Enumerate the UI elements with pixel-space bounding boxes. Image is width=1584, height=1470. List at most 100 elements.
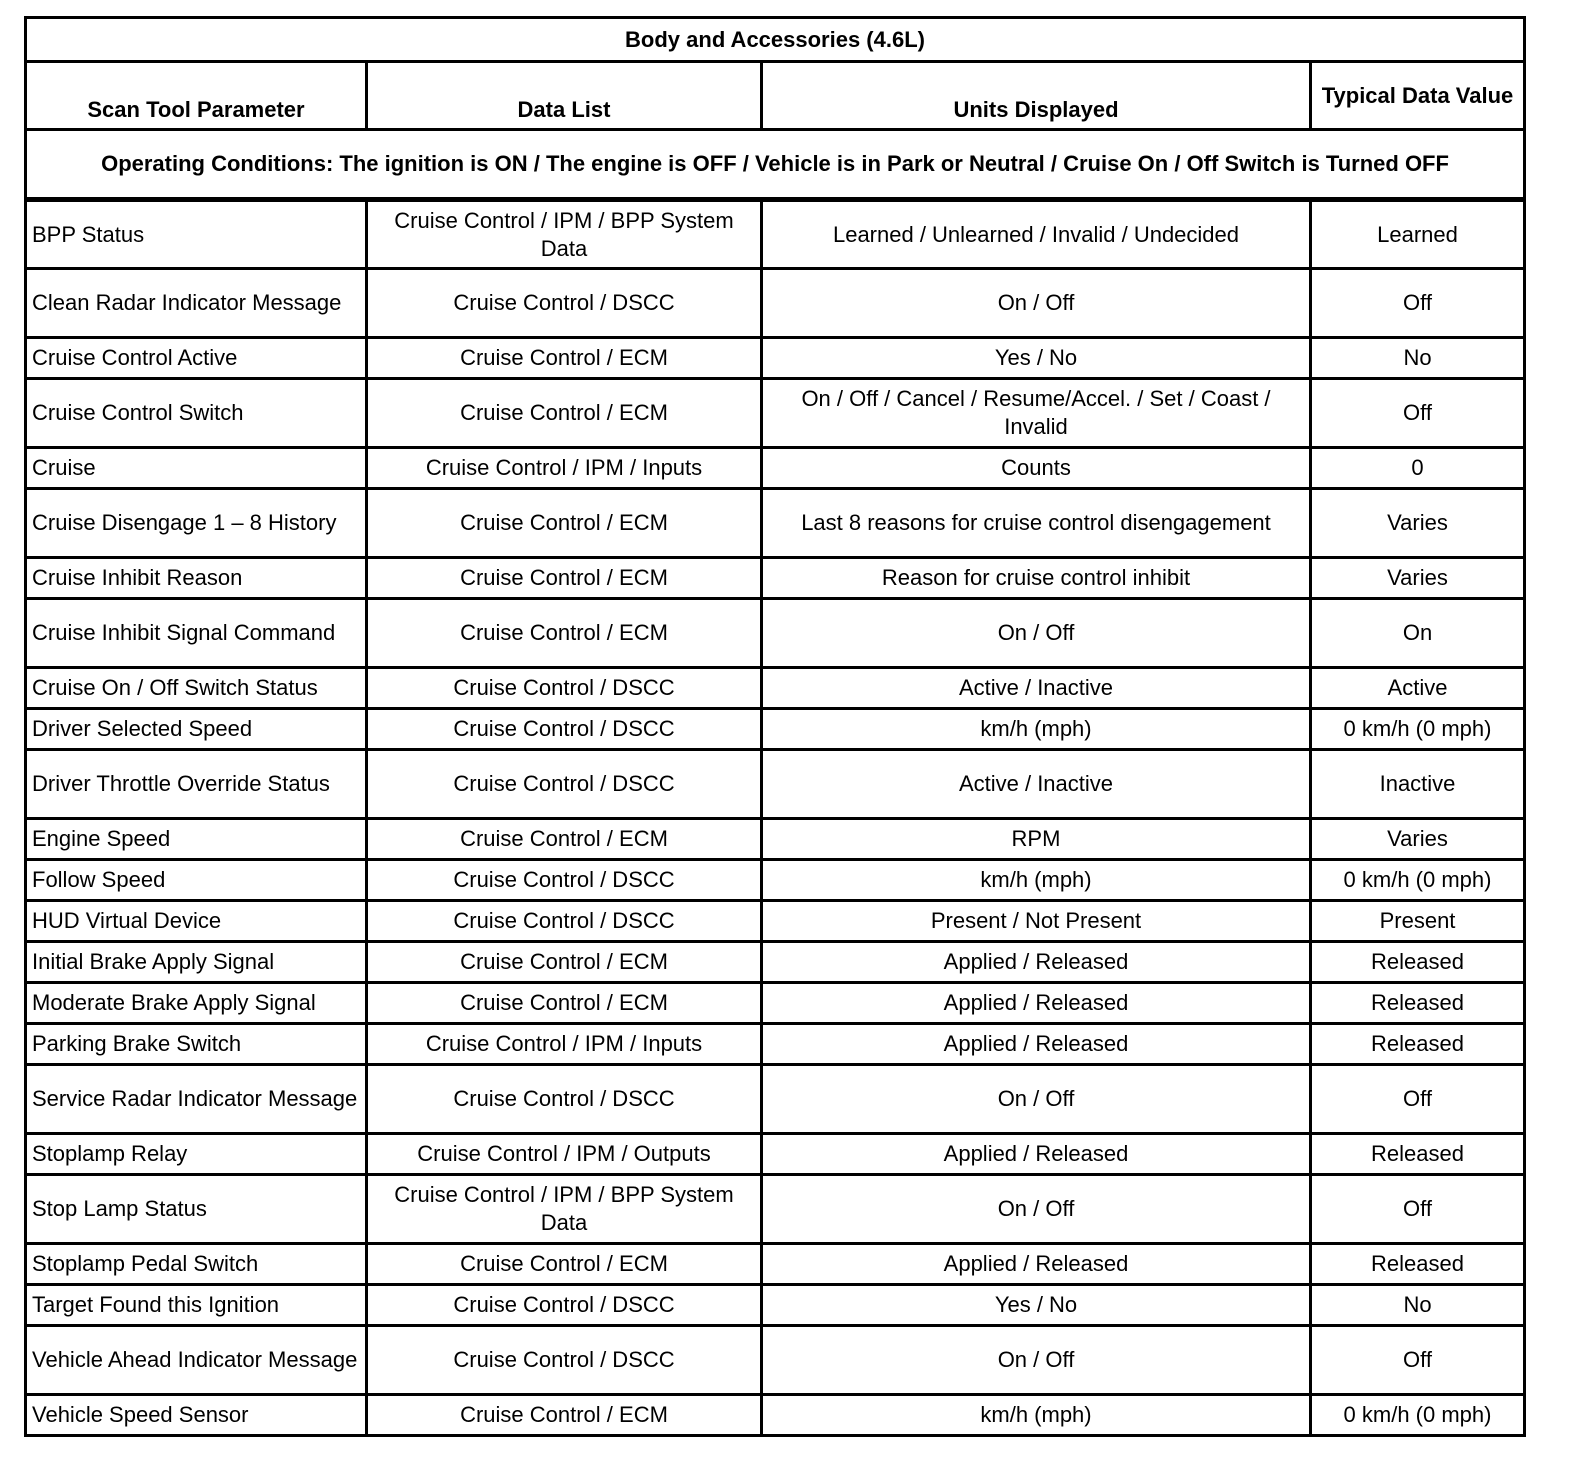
cell-data-list: Cruise Control / IPM / BPP System Data	[365, 1173, 763, 1245]
cell-data-list: Cruise Control / DSCC	[365, 666, 763, 710]
table-row: HUD Virtual Device Cruise Control / DSCC P…	[24, 899, 1527, 943]
cell-units: Reason for cruise control inhibit	[760, 556, 1312, 600]
cell-parameter: Initial Brake Apply Signal	[24, 940, 368, 984]
cell-parameter: Cruise Inhibit Reason	[24, 556, 368, 600]
cell-typical-value: Varies	[1308, 556, 1527, 600]
cell-typical-value: Released	[1308, 1022, 1527, 1066]
table-row: Stoplamp Relay Cruise Control / IPM / Out…	[24, 1132, 1527, 1176]
cell-units: Active / Inactive	[760, 748, 1312, 820]
cell-parameter: Clean Radar Indicator Message	[24, 267, 368, 339]
cell-parameter: BPP Status	[24, 198, 368, 270]
cell-units: Last 8 reasons for cruise control diseng…	[760, 487, 1312, 559]
cell-parameter: Stoplamp Pedal Switch	[24, 1242, 368, 1286]
cell-units: km/h (mph)	[760, 707, 1312, 751]
cell-typical-value: Active	[1308, 666, 1527, 710]
table-row: Stoplamp Pedal Switch Cruise Control / EC…	[24, 1242, 1527, 1286]
header-data-list: Data List	[365, 60, 763, 131]
cell-data-list: Cruise Control / DSCC	[365, 707, 763, 751]
cell-typical-value: Varies	[1308, 817, 1527, 861]
data-table: Body and Accessories (4.6L) Scan Tool Pa…	[23, 16, 1527, 1437]
cell-typical-value: Present	[1308, 899, 1527, 943]
cell-typical-value: Learned	[1308, 198, 1527, 270]
table-row: Engine Speed Cruise Control / ECM RPM Varie…	[24, 817, 1527, 861]
cell-data-list: Cruise Control / IPM / BPP System Data	[365, 198, 763, 270]
header-typical-value: Typical Data Value	[1308, 60, 1527, 131]
cell-data-list: Cruise Control / ECM	[365, 377, 763, 449]
cell-data-list: Cruise Control / ECM	[365, 940, 763, 984]
cell-typical-value: 0 km/h (0 mph)	[1308, 1393, 1527, 1437]
table-row: Cruise Inhibit Reason Cruise Control / EC…	[24, 556, 1527, 600]
cell-typical-value: Inactive	[1308, 748, 1527, 820]
cell-parameter: Cruise	[24, 446, 368, 490]
cell-data-list: Cruise Control / ECM	[365, 597, 763, 669]
cell-data-list: Cruise Control / IPM / Outputs	[365, 1132, 763, 1176]
table-row: Cruise Disengage 1 – 8 History Cruise Con…	[24, 487, 1527, 559]
cell-parameter: Cruise Control Switch	[24, 377, 368, 449]
cell-data-list: Cruise Control / DSCC	[365, 1063, 763, 1135]
cell-parameter: Vehicle Ahead Indicator Message	[24, 1324, 368, 1396]
header-units: Units Displayed	[760, 60, 1312, 131]
cell-parameter: Cruise On / Off Switch Status	[24, 666, 368, 710]
table-row: Cruise Cruise Control / IPM / Inputs Count…	[24, 446, 1527, 490]
table-row: Driver Selected Speed Cruise Control / DS…	[24, 707, 1527, 751]
cell-data-list: Cruise Control / DSCC	[365, 1324, 763, 1396]
cell-typical-value: Off	[1308, 377, 1527, 449]
cell-typical-value: 0	[1308, 446, 1527, 490]
cell-parameter: Driver Throttle Override Status	[24, 748, 368, 820]
table-row: Cruise Control Switch Cruise Control / EC…	[24, 377, 1527, 449]
cell-units: Active / Inactive	[760, 666, 1312, 710]
cell-data-list: Cruise Control / ECM	[365, 556, 763, 600]
cell-units: Learned / Unlearned / Invalid / Undecide…	[760, 198, 1312, 270]
cell-units: On / Off	[760, 267, 1312, 339]
cell-data-list: Cruise Control / IPM / Inputs	[365, 1022, 763, 1066]
cell-parameter: Engine Speed	[24, 817, 368, 861]
cell-typical-value: Off	[1308, 1173, 1527, 1245]
cell-units: RPM	[760, 817, 1312, 861]
cell-data-list: Cruise Control / ECM	[365, 981, 763, 1025]
table-title: Body and Accessories (4.6L)	[23, 16, 1527, 63]
cell-units: On / Off	[760, 1324, 1312, 1396]
cell-data-list: Cruise Control / DSCC	[365, 899, 763, 943]
table-row: Clean Radar Indicator Message Cruise Cont…	[24, 267, 1527, 339]
cell-parameter: Stoplamp Relay	[24, 1132, 368, 1176]
cell-parameter: Target Found this Ignition	[24, 1283, 368, 1327]
cell-units: On / Off / Cancel / Resume/Accel. / Set …	[760, 377, 1312, 449]
cell-typical-value: No	[1308, 336, 1527, 380]
cell-typical-value: Off	[1308, 1324, 1527, 1396]
cell-units: km/h (mph)	[760, 1393, 1312, 1437]
table-row: Initial Brake Apply Signal Cruise Control…	[24, 940, 1527, 984]
cell-parameter: Stop Lamp Status	[24, 1173, 368, 1245]
cell-data-list: Cruise Control / ECM	[365, 336, 763, 380]
cell-units: Applied / Released	[760, 1022, 1312, 1066]
cell-parameter: Cruise Inhibit Signal Command	[24, 597, 368, 669]
table-row: Cruise On / Off Switch Status Cruise Cont…	[24, 666, 1527, 710]
cell-typical-value: Released	[1308, 1132, 1527, 1176]
cell-parameter: Driver Selected Speed	[24, 707, 368, 751]
cell-parameter: Parking Brake Switch	[24, 1022, 368, 1066]
header-parameter: Scan Tool Parameter	[24, 60, 368, 131]
table-row: Vehicle Ahead Indicator Message Cruise Co…	[24, 1324, 1527, 1396]
cell-parameter: Cruise Disengage 1 – 8 History	[24, 487, 368, 559]
cell-units: Counts	[760, 446, 1312, 490]
cell-parameter: Moderate Brake Apply Signal	[24, 981, 368, 1025]
cell-parameter: Cruise Control Active	[24, 336, 368, 380]
cell-units: Yes / No	[760, 1283, 1312, 1327]
cell-data-list: Cruise Control / DSCC	[365, 267, 763, 339]
cell-units: Applied / Released	[760, 940, 1312, 984]
cell-data-list: Cruise Control / DSCC	[365, 748, 763, 820]
cell-typical-value: Off	[1308, 1063, 1527, 1135]
cell-units: Applied / Released	[760, 1242, 1312, 1286]
table-row: Follow Speed Cruise Control / DSCC km/h (m…	[24, 858, 1527, 902]
cell-parameter: Follow Speed	[24, 858, 368, 902]
cell-typical-value: On	[1308, 597, 1527, 669]
table-row: Cruise Inhibit Signal Command Cruise Cont…	[24, 597, 1527, 669]
operating-conditions: Operating Conditions: The ignition is ON…	[23, 128, 1527, 202]
cell-typical-value: Off	[1308, 267, 1527, 339]
cell-typical-value: Varies	[1308, 487, 1527, 559]
cell-data-list: Cruise Control / ECM	[365, 487, 763, 559]
cell-data-list: Cruise Control / ECM	[365, 1393, 763, 1437]
cell-units: km/h (mph)	[760, 858, 1312, 902]
cell-units: On / Off	[760, 1063, 1312, 1135]
cell-typical-value: Released	[1308, 940, 1527, 984]
cell-data-list: Cruise Control / DSCC	[365, 858, 763, 902]
